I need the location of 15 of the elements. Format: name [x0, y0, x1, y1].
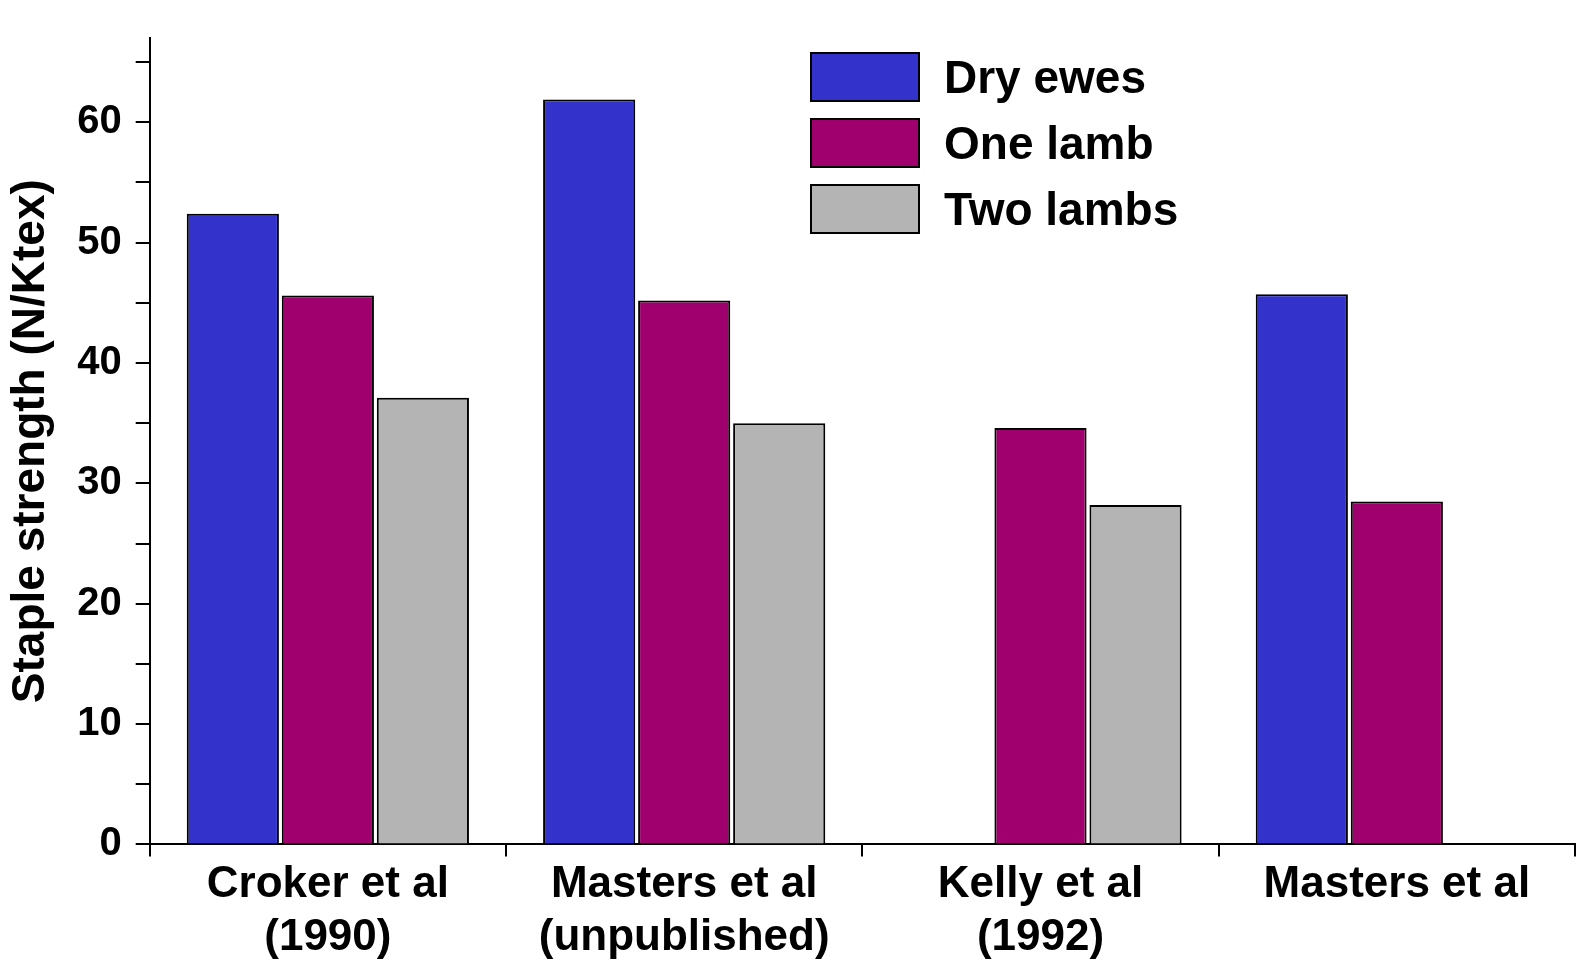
legend-label: One lamb [944, 116, 1154, 170]
x-tick-label: Masters et al (unpublished) [538, 856, 830, 959]
x-tick-label: Masters et al [1263, 856, 1531, 906]
legend-label: Two lambs [944, 182, 1179, 236]
y-tick-label: 10 [77, 699, 122, 744]
y-tick-label: 60 [77, 97, 122, 142]
y-tick-label: 30 [77, 458, 122, 503]
y-axis-title: Staple strength (N/Ktex) [2, 179, 55, 704]
legend-label: Dry ewes [944, 50, 1147, 104]
y-tick-label: 40 [77, 338, 122, 382]
y-tick-label: 0 [99, 819, 122, 864]
y-tick-label: 20 [77, 578, 122, 623]
x-tick-label: Croker et al (1990) [206, 856, 449, 959]
x-tick-label: Kelly et al (1992) [937, 856, 1144, 959]
y-tick-label: 50 [77, 217, 122, 262]
